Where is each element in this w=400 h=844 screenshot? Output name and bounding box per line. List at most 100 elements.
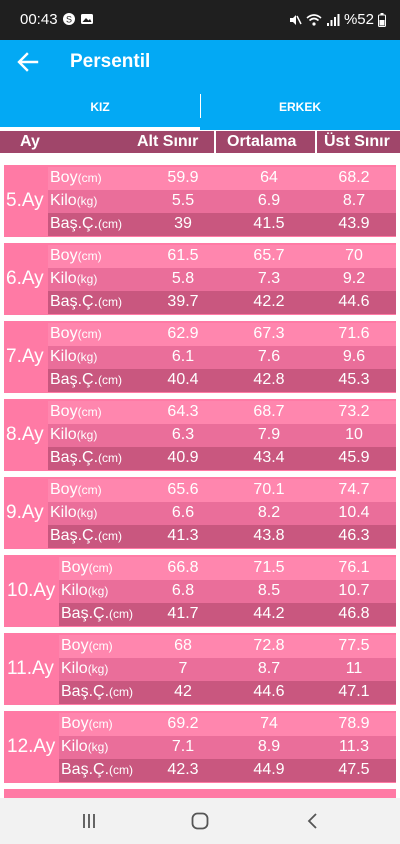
measure-row: Baş.Ç.(cm) 42.3 44.9 47.5 bbox=[59, 759, 396, 782]
measure-row: Boy(cm) 66.8 71.5 76.1 bbox=[59, 557, 396, 580]
recent-apps-icon[interactable] bbox=[78, 811, 100, 831]
alt-value: 42 bbox=[174, 683, 192, 700]
ust-value: 78.9 bbox=[338, 715, 370, 732]
measure-name: Baş.Ç. bbox=[61, 761, 110, 778]
measure-row: Kilo(kg) 6.1 7.6 9.6 bbox=[48, 346, 396, 369]
measure-name: Boy bbox=[50, 169, 78, 186]
ust-value: 10.4 bbox=[338, 504, 370, 521]
alt-value: 40.9 bbox=[167, 449, 199, 466]
ust-value: 45.9 bbox=[338, 449, 370, 466]
measure-row: Boy(cm) 62.9 67.3 71.6 bbox=[48, 323, 396, 346]
measure-unit: (cm) bbox=[98, 295, 123, 309]
measure-row: Boy(cm) 61.5 65.7 70 bbox=[48, 245, 396, 268]
measure-label: Kilo(kg) bbox=[61, 582, 108, 600]
month-label: 7.Ay bbox=[6, 346, 44, 367]
ust-value: 77.5 bbox=[338, 637, 370, 654]
measure-name: Baş.Ç. bbox=[50, 293, 99, 310]
tab-erkek[interactable]: ERKEK bbox=[278, 100, 321, 114]
measure-name: Baş.Ç. bbox=[50, 215, 99, 232]
measure-name: Kilo bbox=[61, 738, 88, 755]
measure-name: Kilo bbox=[50, 504, 77, 521]
measure-unit: (kg) bbox=[87, 740, 109, 754]
back-arrow-icon[interactable] bbox=[14, 48, 42, 76]
battery-percent: %52 bbox=[343, 11, 374, 28]
alt-value: 6.6 bbox=[171, 504, 195, 521]
measure-label: Boy(cm) bbox=[61, 715, 113, 733]
back-icon[interactable] bbox=[302, 811, 324, 831]
alt-value: 5.8 bbox=[171, 270, 195, 287]
measure-unit: (cm) bbox=[77, 171, 102, 185]
measure-name: Kilo bbox=[61, 660, 88, 677]
alt-value: 68 bbox=[174, 637, 192, 654]
measure-name: Boy bbox=[61, 559, 89, 576]
measure-label: Boy(cm) bbox=[61, 637, 113, 655]
ortalama-value: 6.9 bbox=[257, 192, 281, 209]
alt-value: 65.6 bbox=[167, 481, 199, 498]
tab-kiz[interactable]: KIZ bbox=[90, 100, 110, 114]
measure-row: Kilo(kg) 6.8 8.5 10.7 bbox=[59, 580, 396, 603]
measure-label: Kilo(kg) bbox=[50, 348, 97, 366]
status-bar: 00:43 S %52 bbox=[0, 0, 400, 40]
month-block: 8.Ay Boy(cm) 64.3 68.7 73.2 Kilo(kg) 6.3 7.9 10 B… bbox=[4, 399, 396, 471]
measure-unit: (cm) bbox=[88, 639, 113, 653]
measure-name: Kilo bbox=[50, 270, 77, 287]
measure-label: Kilo(kg) bbox=[61, 660, 108, 678]
ortalama-value: 64 bbox=[260, 169, 278, 186]
alt-value: 7 bbox=[178, 660, 188, 677]
system-nav-bar bbox=[0, 798, 400, 844]
tab-indicator bbox=[0, 127, 200, 130]
measure-unit: (cm) bbox=[88, 561, 113, 575]
ust-value: 10.7 bbox=[338, 582, 370, 599]
ust-value: 10 bbox=[345, 426, 363, 443]
ust-value: 71.6 bbox=[338, 325, 370, 342]
measure-label: Kilo(kg) bbox=[61, 738, 108, 756]
measure-label: Kilo(kg) bbox=[50, 504, 97, 522]
measure-label: Boy(cm) bbox=[50, 403, 102, 421]
tab-divider bbox=[200, 94, 201, 118]
measure-label: Kilo(kg) bbox=[50, 192, 97, 210]
ortalama-value: 44.2 bbox=[253, 605, 285, 622]
alt-value: 69.2 bbox=[167, 715, 199, 732]
measure-row: Kilo(kg) 5.5 6.9 8.7 bbox=[48, 190, 396, 213]
alt-value: 59.9 bbox=[167, 169, 199, 186]
measure-unit: (cm) bbox=[98, 373, 123, 387]
month-block: 5.Ay Boy(cm) 59.9 64 68.2 Kilo(kg) 5.5 6.9 8.7 Ba… bbox=[4, 165, 396, 237]
ortalama-value: 72.8 bbox=[253, 637, 285, 654]
alt-value: 5.5 bbox=[171, 192, 195, 209]
measure-name: Kilo bbox=[50, 192, 77, 209]
ortalama-value: 65.7 bbox=[253, 247, 285, 264]
measure-label: Baş.Ç.(cm) bbox=[61, 683, 133, 701]
measure-unit: (cm) bbox=[109, 607, 134, 621]
home-icon[interactable] bbox=[189, 811, 211, 831]
ortalama-value: 44.6 bbox=[253, 683, 285, 700]
ortalama-value: 8.5 bbox=[257, 582, 281, 599]
month-block: 12.Ay Boy(cm) 69.2 74 78.9 Kilo(kg) 7.1 8.9 11.3… bbox=[4, 711, 396, 783]
ust-value: 43.9 bbox=[338, 215, 370, 232]
measure-label: Baş.Ç.(cm) bbox=[50, 215, 122, 233]
ust-value: 44.6 bbox=[338, 293, 370, 310]
measure-row: Boy(cm) 68 72.8 77.5 bbox=[59, 635, 396, 658]
measure-name: Kilo bbox=[61, 582, 88, 599]
ust-value: 74.7 bbox=[338, 481, 370, 498]
percentile-list[interactable]: 5.Ay Boy(cm) 59.9 64 68.2 Kilo(kg) 5.5 6.9 8.7 Ba… bbox=[0, 153, 400, 798]
alt-value: 41.3 bbox=[167, 527, 199, 544]
measure-label: Baş.Ç.(cm) bbox=[50, 527, 122, 545]
ortalama-value: 42.2 bbox=[253, 293, 285, 310]
ortalama-value: 41.5 bbox=[253, 215, 285, 232]
status-time: 00:43 bbox=[20, 11, 58, 28]
month-block-partial bbox=[4, 789, 396, 798]
ust-value: 8.7 bbox=[342, 192, 366, 209]
measure-label: Kilo(kg) bbox=[50, 426, 97, 444]
ortalama-value: 43.8 bbox=[253, 527, 285, 544]
page-title: Persentil bbox=[70, 51, 151, 72]
alt-value: 39.7 bbox=[167, 293, 199, 310]
measure-label: Baş.Ç.(cm) bbox=[50, 449, 122, 467]
wifi-icon bbox=[306, 13, 322, 26]
header-ay: Ay bbox=[20, 133, 40, 150]
ortalama-value: 68.7 bbox=[253, 403, 285, 420]
month-block: 9.Ay Boy(cm) 65.6 70.1 74.7 Kilo(kg) 6.6 8.2 10.… bbox=[4, 477, 396, 549]
measure-unit: (cm) bbox=[109, 685, 134, 699]
measure-row: Baş.Ç.(cm) 40.9 43.4 45.9 bbox=[48, 447, 396, 470]
measure-unit: (kg) bbox=[76, 350, 98, 364]
measure-label: Boy(cm) bbox=[50, 325, 102, 343]
